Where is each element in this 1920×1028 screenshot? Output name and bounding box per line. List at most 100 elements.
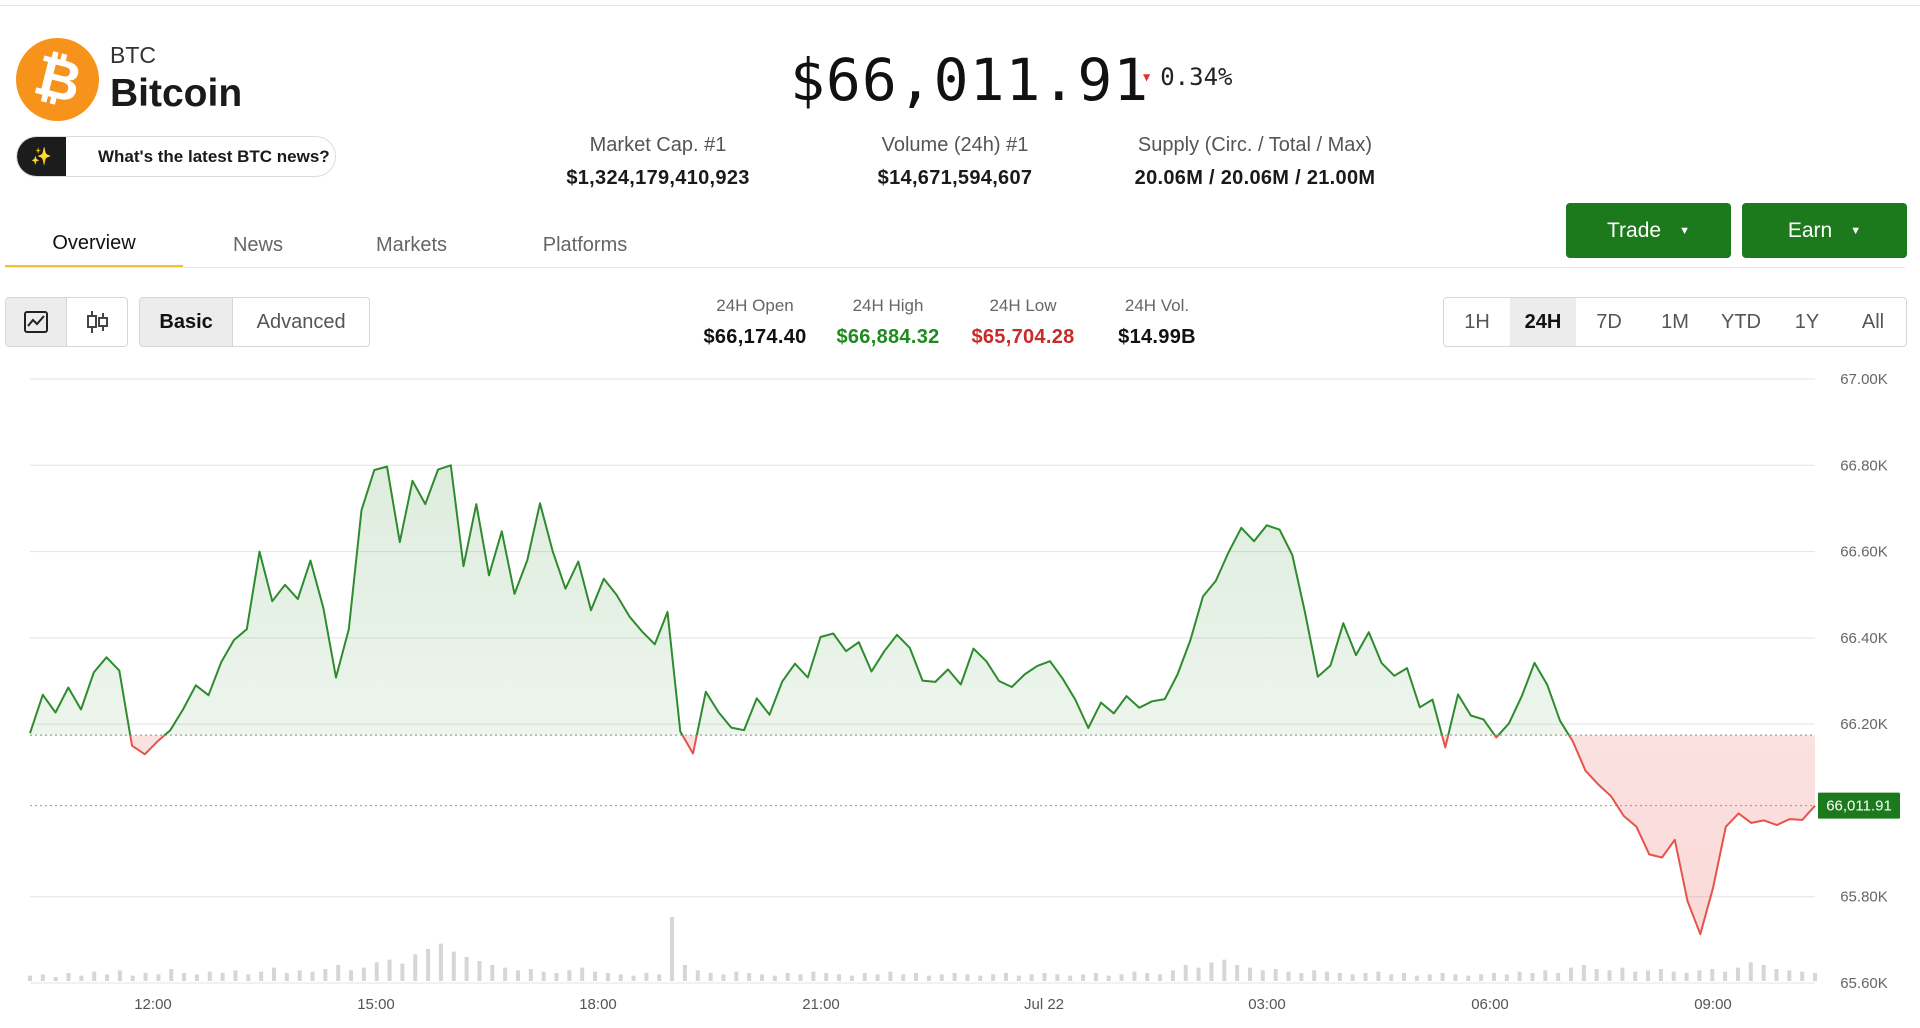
- stat-label: 24H High: [852, 296, 924, 315]
- day-open-stat: 24H Open $66,174.40: [690, 296, 820, 349]
- volume-bar: [1106, 975, 1111, 981]
- volume-bar: [1504, 974, 1509, 981]
- volume-bar: [336, 965, 341, 981]
- volume-bar: [515, 970, 520, 981]
- earn-label: Earn: [1787, 218, 1833, 242]
- volume-bar: [1299, 973, 1304, 981]
- volume-bar: [965, 974, 970, 981]
- volume-bar: [28, 975, 32, 981]
- volume-bar: [1389, 974, 1394, 981]
- volume-bar: [657, 974, 662, 981]
- latest-news-button[interactable]: ✨ What's the latest BTC news?: [16, 136, 336, 177]
- volume-bar: [721, 974, 726, 981]
- volume-bar: [1247, 967, 1252, 981]
- x-tick-label: 03:00: [1248, 996, 1286, 1013]
- earn-button[interactable]: Earn ▼: [1742, 203, 1907, 258]
- stat-value: $14,671,594,607: [877, 167, 1033, 189]
- range-ytd-button[interactable]: YTD: [1721, 310, 1761, 333]
- bitcoin-logo-icon: ₿: [16, 38, 99, 121]
- range-1h-button[interactable]: 1H: [1464, 310, 1490, 333]
- volume-bar: [117, 970, 122, 981]
- candlestick-icon[interactable]: [67, 298, 128, 346]
- mode-basic-button[interactable]: Basic: [140, 298, 234, 346]
- time-range-selector: 1H 24H 7D 1M YTD 1Y All: [1443, 297, 1907, 347]
- tab-platforms[interactable]: Platforms: [542, 233, 628, 256]
- volume-bar: [1453, 974, 1458, 981]
- price-chart[interactable]: 67.00K 66.80K 66.60K 66.40K 66.20K 65.80K 65.6…: [0, 360, 1920, 1028]
- volume-bar: [1016, 975, 1021, 981]
- volume-bar: [1607, 970, 1612, 981]
- volume-bar: [1440, 973, 1445, 981]
- volume-bar: [1081, 974, 1086, 981]
- volume-bar: [1530, 973, 1535, 981]
- volume-bar: [1479, 974, 1484, 981]
- volume-bar: [1517, 971, 1522, 981]
- volume-bar: [1273, 969, 1278, 981]
- stat-value: $14.99B: [1118, 326, 1196, 348]
- volume-bar: [837, 974, 842, 981]
- price-change-value: 0.34%: [1160, 63, 1233, 91]
- stat-label: Market Cap. #1: [589, 134, 727, 156]
- volume-bar: [772, 975, 777, 981]
- area-below-open: [30, 735, 1815, 935]
- range-all-button[interactable]: All: [1861, 310, 1885, 333]
- range-7d-button[interactable]: 7D: [1596, 310, 1622, 333]
- x-tick-label: 06:00: [1471, 996, 1509, 1013]
- stat-label: 24H Open: [716, 296, 794, 315]
- volume-bar: [991, 974, 996, 981]
- trade-button[interactable]: Trade ▼: [1566, 203, 1731, 258]
- market-cap-stat: Market Cap. #1 $1,324,179,410,923: [548, 134, 768, 190]
- volume-bar: [246, 974, 251, 981]
- range-1m-button[interactable]: 1M: [1661, 310, 1689, 333]
- top-divider: [0, 5, 1920, 6]
- volume-bar: [747, 973, 752, 981]
- volume-bar: [79, 975, 84, 981]
- volume-bar: [541, 971, 546, 981]
- volume-bar: [220, 973, 225, 981]
- current-price-tag-label: 66,011.91: [1826, 798, 1892, 815]
- volume-bar: [631, 975, 636, 981]
- tab-markets[interactable]: Markets: [375, 233, 448, 256]
- sparkles-icon: ✨: [17, 137, 66, 176]
- volume-bar: [939, 974, 944, 981]
- y-tick-label: 65.60K: [1840, 975, 1888, 992]
- volume-bar: [1003, 973, 1008, 981]
- volume-bar: [811, 971, 816, 981]
- x-tick-label: 21:00: [802, 996, 840, 1013]
- volume-bar: [888, 971, 893, 981]
- volume-bar: [464, 957, 469, 981]
- volume-bar: [1196, 967, 1201, 981]
- stat-value: $65,704.28: [971, 326, 1075, 348]
- mode-advanced-button[interactable]: Advanced: [256, 310, 346, 333]
- volume-bar: [1710, 969, 1715, 981]
- range-1y-button[interactable]: 1Y: [1794, 310, 1820, 333]
- volume-bar: [798, 974, 803, 981]
- volume-bar: [1569, 967, 1574, 981]
- line-chart-icon[interactable]: [6, 298, 67, 346]
- day-high-stat: 24H High $66,884.32: [823, 296, 953, 349]
- tab-overview[interactable]: Overview: [5, 222, 183, 268]
- stat-value: 20.06M / 20.06M / 21.00M: [1134, 167, 1376, 189]
- volume-bar: [1402, 973, 1407, 981]
- volume-bar: [40, 974, 45, 981]
- volume-bar: [426, 949, 431, 981]
- volume-bar: [1222, 959, 1227, 981]
- volume-bar: [1312, 970, 1317, 981]
- volume-bar: [143, 973, 148, 981]
- volume-bar: [233, 970, 238, 981]
- tab-news[interactable]: News: [232, 233, 283, 256]
- volume-bar: [1646, 970, 1651, 981]
- volume-bar: [1594, 969, 1599, 981]
- volume-bar: [1581, 965, 1586, 981]
- volume-bar: [759, 974, 764, 981]
- volume-bar: [1055, 974, 1060, 981]
- coin-name: Bitcoin: [110, 72, 243, 115]
- volume-bar: [1761, 965, 1766, 981]
- volume-bar: [400, 963, 405, 981]
- volume-bar: [1723, 971, 1728, 981]
- y-tick-label: 66.40K: [1840, 630, 1888, 647]
- range-24h-button[interactable]: 24H: [1510, 298, 1576, 346]
- x-tick-label: 15:00: [357, 996, 395, 1013]
- volume-bar: [1684, 973, 1689, 981]
- volume-bar: [387, 959, 392, 981]
